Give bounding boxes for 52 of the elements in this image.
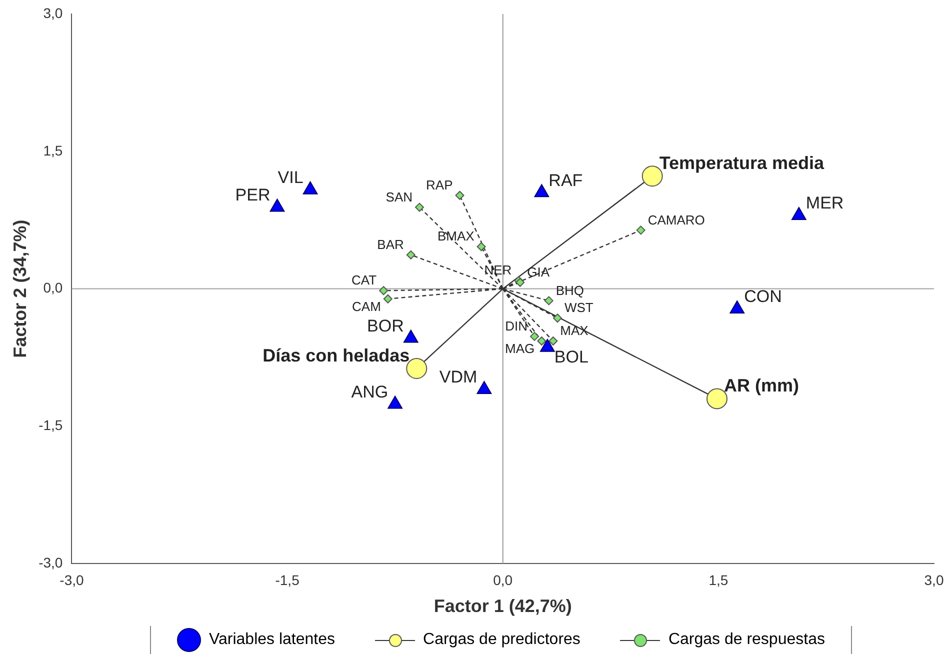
data-label: MER xyxy=(806,194,844,213)
y-tick-label: 0,0 xyxy=(43,280,63,296)
data-label: CAT xyxy=(352,272,377,288)
x-tick-label: 1,5 xyxy=(708,572,728,588)
data-label: BHQ xyxy=(556,282,584,298)
data-label: Temperatura media xyxy=(659,153,826,174)
data-label: BMAX xyxy=(437,228,475,244)
point xyxy=(636,226,646,235)
y-tick-label: -1,5 xyxy=(38,417,63,434)
point xyxy=(455,190,464,200)
data-label: CAM xyxy=(352,298,381,314)
y-tick-label: 1,5 xyxy=(43,142,63,158)
data-label: MAG xyxy=(505,341,535,356)
y-tick-label: 3,0 xyxy=(43,4,63,21)
data-label: ANG xyxy=(351,382,388,402)
data-label: WST xyxy=(564,300,594,316)
x-tick-label: 3,0 xyxy=(924,572,944,588)
legend-label: Cargas de respuestas xyxy=(668,631,825,649)
point xyxy=(383,294,392,304)
legend-label: Variables latentes xyxy=(209,631,336,649)
y-axis-title: Factor 2 (34,7%) xyxy=(10,220,30,358)
data-label: MAX xyxy=(560,323,589,338)
data-label: AR (mm) xyxy=(724,376,799,396)
x-tick-label: -3,0 xyxy=(60,572,84,588)
point xyxy=(379,286,388,296)
data-label: BAR xyxy=(377,236,404,252)
legend-label: Cargas de predictores xyxy=(423,631,580,649)
data-label: RAF xyxy=(548,170,583,190)
data-label: SAN xyxy=(386,189,413,204)
data-label: VIL xyxy=(278,168,304,188)
point xyxy=(476,242,486,252)
point xyxy=(548,336,558,346)
data-label: CAMARO xyxy=(648,212,705,228)
point xyxy=(537,336,546,346)
point xyxy=(552,314,562,323)
x-axis-title: Factor 1 (42,7%) xyxy=(434,596,572,616)
data-label: PER xyxy=(235,185,270,204)
x-tick-label: 0,0 xyxy=(493,572,513,588)
data-label: DIN xyxy=(505,318,528,334)
data-label: VDM xyxy=(439,368,478,387)
data-label: RAP xyxy=(426,177,453,192)
point xyxy=(544,296,554,306)
y-tick-label: -3,0 xyxy=(38,554,63,570)
data-label: CON xyxy=(744,287,782,306)
data-label: BOR xyxy=(367,316,404,336)
data-label: BOL xyxy=(554,348,588,367)
point xyxy=(415,202,424,212)
data-label: NER xyxy=(484,262,512,278)
data-label: Días con heladas xyxy=(262,345,410,366)
x-tick-label: -1,5 xyxy=(275,572,300,588)
point xyxy=(530,332,539,341)
point xyxy=(406,250,416,260)
